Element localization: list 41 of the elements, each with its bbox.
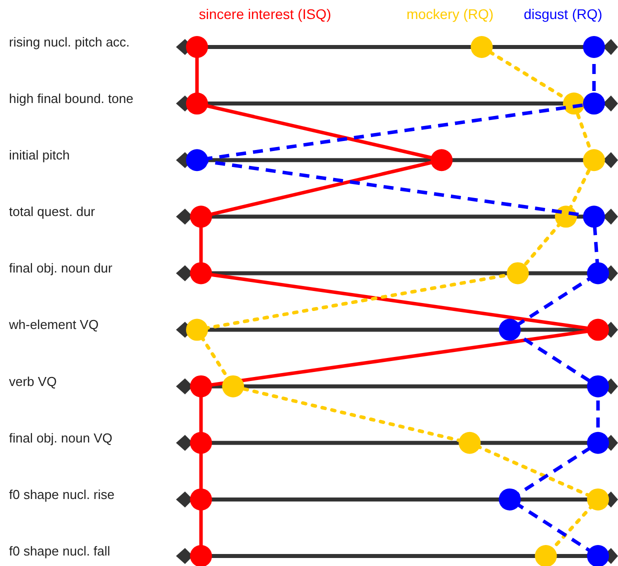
- point: [222, 375, 244, 398]
- point: [582, 36, 605, 58]
- point: [470, 36, 493, 58]
- point: [498, 318, 521, 341]
- y-tick-label: final obj. noun VQ: [9, 430, 112, 446]
- y-tick-label: high final bound. tone: [9, 90, 134, 106]
- point: [190, 545, 212, 566]
- point: [458, 432, 481, 454]
- point: [506, 262, 529, 284]
- series-label: mockery (RQ): [406, 6, 494, 22]
- point: [190, 206, 212, 228]
- y-tick-label: total quest. dur: [9, 204, 96, 220]
- point: [190, 262, 212, 284]
- point: [190, 432, 212, 454]
- y-tick-label: f0 shape nucl. rise: [9, 486, 115, 502]
- point: [186, 318, 208, 341]
- point: [587, 262, 609, 284]
- point: [190, 488, 212, 510]
- point: [587, 488, 609, 510]
- y-tick-label: f0 shape nucl. fall: [9, 543, 110, 558]
- point: [186, 92, 208, 115]
- series-label: sincere interest (ISQ): [198, 6, 332, 22]
- point: [186, 36, 208, 58]
- y-tick-label: rising nucl. pitch acc.: [9, 34, 130, 50]
- point: [582, 92, 605, 115]
- y-tick-label: wh-element VQ: [8, 317, 99, 332]
- point: [582, 149, 605, 172]
- y-tick-label: initial pitch: [9, 148, 70, 163]
- point: [587, 318, 609, 341]
- point: [186, 149, 208, 172]
- y-tick-label: verb VQ: [9, 374, 57, 389]
- point: [582, 206, 605, 228]
- point: [498, 488, 521, 510]
- y-tick-label: final obj. noun dur: [9, 260, 114, 276]
- point: [190, 375, 212, 398]
- point: [587, 432, 609, 454]
- series-label: disgust (RQ): [524, 6, 602, 22]
- point: [534, 545, 557, 566]
- point: [587, 375, 609, 398]
- point: [587, 545, 609, 566]
- point: [430, 149, 453, 172]
